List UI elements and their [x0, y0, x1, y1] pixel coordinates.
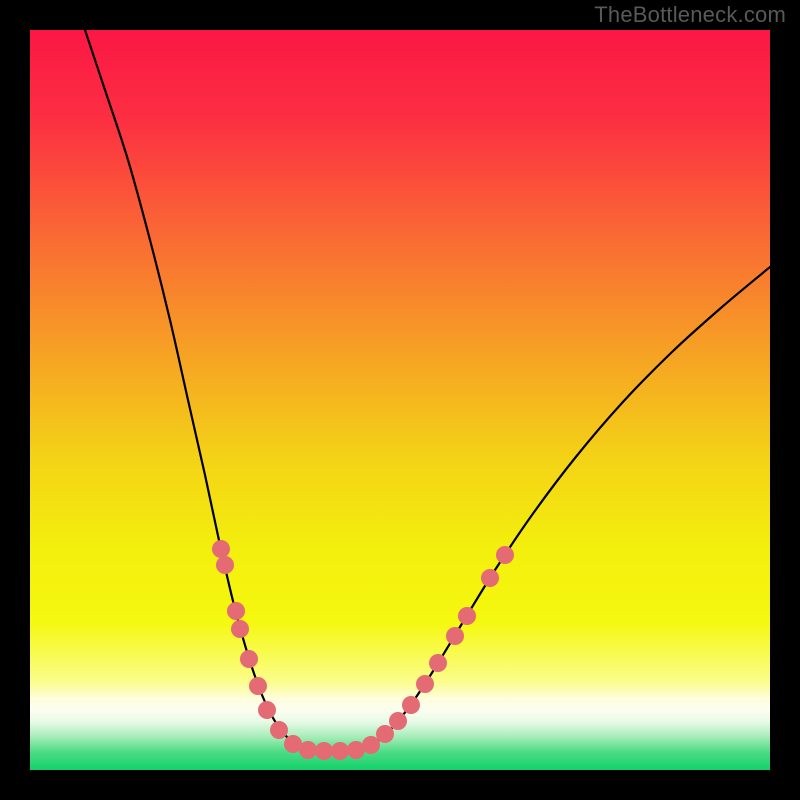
- data-dot: [376, 725, 394, 743]
- data-dot: [231, 620, 249, 638]
- data-dot: [416, 675, 434, 693]
- data-dot: [389, 712, 407, 730]
- data-dot: [446, 627, 464, 645]
- data-dot: [258, 701, 276, 719]
- data-dot: [402, 696, 420, 714]
- plot-area: [30, 30, 770, 770]
- data-dot: [240, 650, 258, 668]
- data-dot: [496, 546, 514, 564]
- data-dot: [216, 556, 234, 574]
- watermark-text: TheBottleneck.com: [594, 2, 786, 28]
- data-dot: [458, 607, 476, 625]
- data-dot: [227, 602, 245, 620]
- data-dot: [362, 736, 380, 754]
- data-dot: [331, 742, 349, 760]
- data-dot: [481, 569, 499, 587]
- bottleneck-chart: [0, 0, 800, 800]
- data-dot: [429, 654, 447, 672]
- data-dot: [315, 742, 333, 760]
- data-dot: [249, 677, 267, 695]
- data-dot: [299, 741, 317, 759]
- data-dot: [212, 540, 230, 558]
- data-dot: [270, 721, 288, 739]
